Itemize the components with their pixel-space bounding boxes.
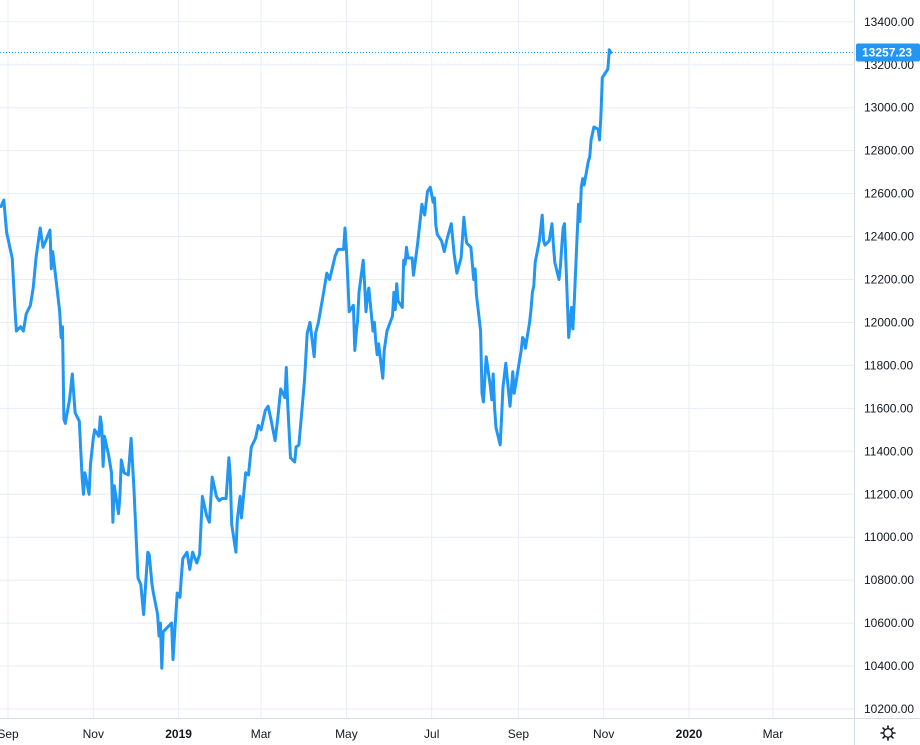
y-tick-label: 10400.00 [864, 659, 914, 673]
x-tick-label: Nov [593, 727, 614, 741]
price-axis: 10200.00 10400.00 10600.00 10800.00 11000.00… [854, 0, 914, 745]
y-tick-label: 10600.00 [864, 616, 914, 630]
x-tick-label: 2019 [165, 727, 192, 741]
y-tick-label: 12800.00 [864, 144, 914, 158]
y-tick-label: 11000.00 [864, 530, 913, 544]
y-tick-label: 12400.00 [864, 230, 914, 244]
y-tick-label: 13000.00 [864, 101, 914, 115]
gear-icon[interactable] [880, 725, 896, 741]
x-tick-label: 2020 [676, 727, 703, 741]
price-series-line [0, 48, 613, 670]
y-tick-label: 11800.00 [864, 358, 913, 372]
x-tick-label: Mar [763, 727, 784, 741]
y-tick-label: 12600.00 [864, 187, 914, 201]
price-badge-background [856, 43, 920, 62]
chart-grid [0, 0, 854, 718]
y-tick-label: 13400.00 [864, 15, 914, 29]
x-tick-label: Sep [508, 727, 530, 741]
y-tick-label: 10800.00 [864, 573, 914, 587]
y-tick-label: 11200.00 [864, 487, 913, 501]
x-tick-label: Mar [251, 727, 272, 741]
y-tick-label: 12200.00 [864, 273, 914, 287]
current-price-badge: 13257.23 [856, 43, 920, 62]
x-tick-label: May [335, 727, 358, 741]
x-tick-label: Sep [0, 727, 19, 741]
y-tick-label: 11600.00 [864, 401, 913, 415]
x-tick-label: Jul [424, 727, 439, 741]
x-tick-label: Nov [83, 727, 104, 741]
y-tick-label: 10200.00 [864, 702, 914, 716]
time-axis: Sep Nov 2019 Mar May Jul Sep Nov 2020 Mar [0, 718, 920, 741]
y-tick-label: 12000.00 [864, 315, 914, 329]
price-badge-label: 13257.23 [862, 45, 912, 59]
y-tick-label: 11400.00 [864, 444, 913, 458]
